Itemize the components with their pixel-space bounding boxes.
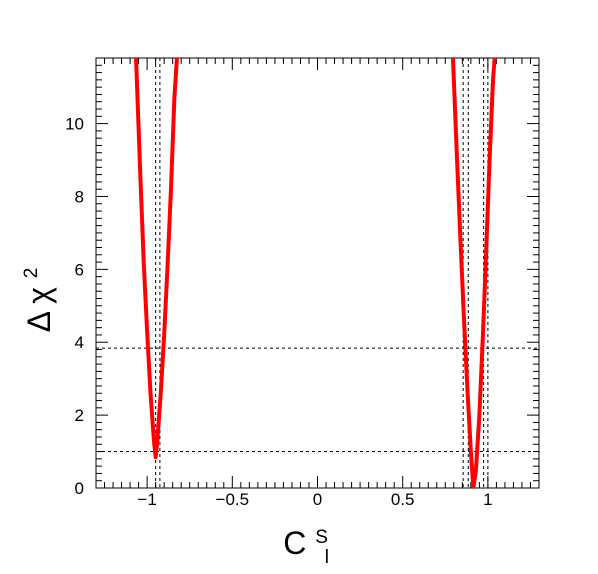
plot-frame (95, 57, 540, 489)
x-axis-label: C S l (283, 514, 337, 568)
y-tick-label: 8 (75, 187, 84, 206)
delta-chi2-curve (450, 58, 497, 488)
y-axis-label-base: Δ χ (21, 287, 57, 333)
x-tick-label: −1 (137, 490, 156, 509)
x-axis-label-base: C (283, 525, 306, 561)
y-tick-label: 0 (75, 479, 84, 498)
reference-lines (96, 58, 539, 488)
y-tick-label: 2 (75, 406, 84, 425)
x-axis-label-subscript: l (325, 547, 329, 568)
y-tick-label: 6 (75, 260, 84, 279)
y-axis-label: Δ χ 2 (21, 268, 57, 333)
x-axis-label-text: C S l (283, 514, 337, 568)
y-tick-label: 10 (65, 115, 84, 134)
x-tick-label: −0.5 (216, 490, 250, 509)
x-tick-label: 0.5 (391, 490, 415, 509)
x-tick-label: 1 (483, 490, 492, 509)
y-axis-label-superscript: 2 (21, 268, 42, 279)
series-group (134, 58, 497, 488)
y-axis-label-text: Δ χ 2 (21, 268, 57, 333)
x-axis-label-superscript: S (315, 527, 328, 548)
x-tick-label: 0 (313, 490, 322, 509)
y-tick-label: 4 (75, 333, 84, 352)
delta-chi2-curve (134, 58, 179, 460)
